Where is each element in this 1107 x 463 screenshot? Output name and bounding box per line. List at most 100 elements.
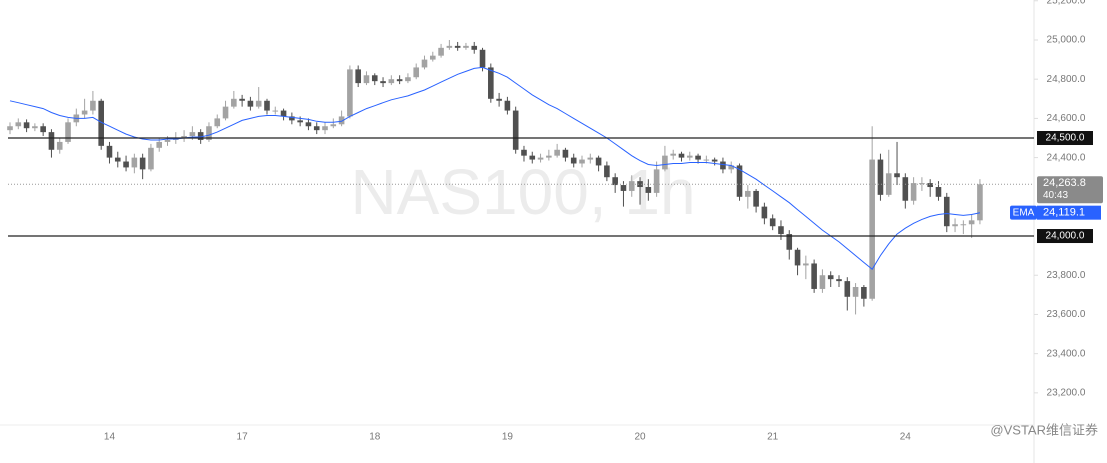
candle-body — [363, 75, 370, 84]
candle-body — [32, 126, 38, 129]
candle-body — [852, 286, 859, 297]
candle-body — [778, 226, 784, 235]
candle-body — [604, 165, 610, 178]
candle-body — [745, 190, 751, 197]
y-tick-label: 24,800.0 — [1047, 74, 1086, 85]
candle-body — [123, 161, 129, 168]
candle-body — [786, 234, 793, 250]
candle-body — [902, 177, 909, 201]
y-tick-label: 25,200.0 — [1047, 0, 1086, 6]
candle-body — [7, 126, 13, 131]
candle-body — [653, 169, 660, 193]
y-tick-label: 23,800.0 — [1047, 270, 1086, 281]
candle-body — [388, 79, 395, 84]
candle-body — [620, 185, 627, 191]
candle-body — [355, 69, 361, 84]
candle-body — [322, 126, 328, 131]
x-tick-label: 17 — [237, 432, 249, 443]
candle-body — [570, 157, 577, 164]
candle-body — [537, 157, 544, 160]
candle-body — [330, 124, 337, 127]
candle-body — [181, 136, 187, 139]
candle-body — [877, 159, 884, 195]
candle-body — [794, 249, 801, 266]
candle-body — [479, 49, 486, 68]
candle-body — [396, 79, 403, 82]
candle-body — [347, 69, 353, 117]
candle-body — [189, 132, 196, 137]
candle-body — [463, 45, 469, 48]
candle-body — [371, 75, 378, 82]
candle-body — [40, 126, 46, 133]
candle-body — [156, 141, 163, 148]
x-tick-label: 18 — [369, 432, 381, 443]
candle-body — [280, 110, 287, 117]
candle-body — [736, 165, 743, 197]
candle-body — [264, 100, 270, 111]
candle-body — [686, 155, 693, 158]
y-tick-label: 23,400.0 — [1047, 348, 1086, 359]
candle-body — [836, 279, 842, 282]
ema-line — [9, 66, 981, 271]
level-label: 24,000.0 — [1046, 231, 1085, 242]
candle-body — [670, 153, 676, 156]
candle-body — [405, 77, 411, 82]
candle-body — [861, 286, 867, 299]
candle-body — [844, 281, 851, 297]
level-label-box — [1037, 229, 1093, 244]
candle-body — [214, 118, 221, 127]
candle-body — [910, 183, 917, 201]
candle-body — [521, 149, 527, 156]
candle-body — [98, 100, 104, 146]
ema-name-box — [1010, 205, 1037, 220]
candle-body — [546, 155, 552, 158]
level-label-box — [1037, 131, 1093, 146]
x-tick-label: 24 — [900, 432, 912, 443]
candle-body — [935, 187, 942, 197]
x-tick-label: 19 — [502, 432, 514, 443]
candle-body — [114, 157, 121, 162]
candle-body — [313, 126, 320, 131]
candle-body — [239, 98, 245, 101]
candle-body — [919, 183, 925, 185]
candle-body — [554, 149, 560, 156]
candle-body — [645, 187, 652, 193]
x-tick-label: 21 — [767, 432, 779, 443]
candle-body — [952, 224, 958, 227]
candle-body — [380, 81, 386, 84]
credit: @VSTAR维信证券 — [990, 422, 1098, 437]
candle-body — [885, 173, 892, 195]
candle-body — [769, 218, 776, 227]
candle-body — [272, 110, 279, 112]
candle-body — [206, 126, 212, 140]
last-price-box — [1037, 176, 1103, 204]
candle-body — [587, 157, 594, 160]
y-tick-label: 25,000.0 — [1047, 35, 1086, 46]
candle-body — [811, 263, 817, 289]
candle-body — [753, 190, 759, 207]
candle-body — [595, 157, 602, 166]
candle-body — [255, 100, 262, 107]
y-tick-label: 23,600.0 — [1047, 309, 1086, 320]
x-tick-label: 14 — [104, 432, 116, 443]
candle-body — [421, 59, 428, 68]
candle-body — [977, 184, 983, 221]
level-label: 24,500.0 — [1046, 133, 1085, 144]
y-tick-label: 24,400.0 — [1047, 152, 1086, 163]
candle-body — [637, 181, 643, 188]
candle-body — [56, 141, 63, 150]
candle-body — [562, 149, 569, 158]
watermark: NAS100, 1h — [350, 156, 695, 228]
candle-body — [761, 206, 768, 219]
y-tick-label: 23,200.0 — [1047, 387, 1086, 398]
candle-body — [827, 275, 834, 280]
candle-body — [894, 173, 900, 178]
candle-body — [819, 275, 826, 289]
candle-body — [454, 45, 461, 48]
candle-body — [529, 155, 536, 160]
candle-body — [131, 157, 138, 168]
last-price-label: 24,263.8 — [1043, 177, 1086, 189]
candle-body — [90, 100, 96, 111]
candle-body — [968, 220, 975, 225]
candle-body — [139, 157, 146, 170]
